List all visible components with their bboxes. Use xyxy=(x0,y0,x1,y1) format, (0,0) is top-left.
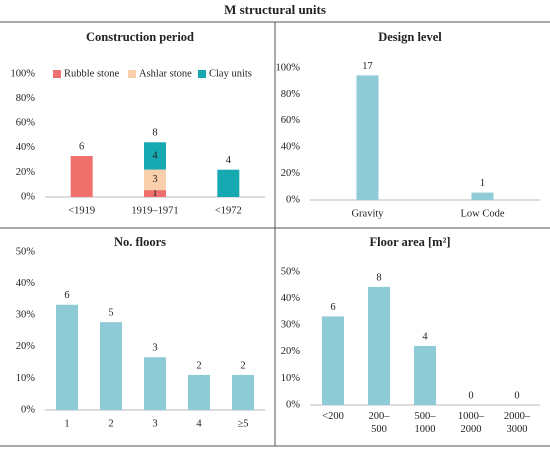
count-label: 6 xyxy=(330,302,335,313)
y-tick-label: 20% xyxy=(16,167,36,178)
x-tick-label: <1972 xyxy=(215,205,242,216)
bar xyxy=(188,374,210,410)
segment-count-label: 3 xyxy=(152,174,157,185)
legend-swatch xyxy=(198,70,206,78)
y-tick-label: 100% xyxy=(276,62,301,73)
chart-title: Construction period xyxy=(86,30,194,44)
chart-title: Floor area [m²] xyxy=(369,235,450,249)
y-tick-label: 20% xyxy=(281,168,301,179)
count-label: 8 xyxy=(376,272,381,283)
segment-count-label: 4 xyxy=(152,150,158,161)
x-tick-label: 3 xyxy=(152,418,157,429)
y-tick-label: 0% xyxy=(286,399,300,410)
x-tick-label: <1919 xyxy=(68,205,95,216)
x-tick-label: 200– 500 xyxy=(369,411,391,435)
x-tick-label: Gravity xyxy=(351,208,384,219)
segment-count-label: 1 xyxy=(152,188,157,199)
x-tick-label: 1919–1971 xyxy=(131,205,178,216)
y-tick-label: 80% xyxy=(281,89,301,100)
count-label: 0 xyxy=(468,390,473,401)
y-tick-label: 60% xyxy=(16,118,36,129)
count-label: 5 xyxy=(108,308,113,319)
count-label: 17 xyxy=(362,61,373,72)
y-tick-label: 0% xyxy=(21,404,35,415)
legend-label: Rubble stone xyxy=(64,68,119,79)
bar xyxy=(471,192,494,200)
y-tick-label: 100% xyxy=(11,68,36,79)
y-tick-label: 40% xyxy=(16,278,36,289)
bar-segment xyxy=(144,169,166,191)
x-tick-label: 2000– 3000 xyxy=(504,411,531,435)
x-tick-label: <200 xyxy=(322,411,344,422)
y-tick-label: 20% xyxy=(281,346,301,357)
count-label: 2 xyxy=(196,360,201,371)
x-tick-label-line: 1000– xyxy=(458,411,485,422)
x-tick-label-line: 2000– xyxy=(504,411,531,422)
y-tick-label: 10% xyxy=(281,373,301,384)
x-tick-label: 500– 1000 xyxy=(415,411,437,435)
x-tick-label-line: 2000 xyxy=(461,424,482,435)
legend-label: Ashlar stone xyxy=(139,68,192,79)
x-tick-label-line: 1000 xyxy=(415,424,436,435)
count-label: 8 xyxy=(152,128,157,139)
bar-segment xyxy=(144,142,166,170)
y-tick-label: 20% xyxy=(16,341,36,352)
bar xyxy=(232,374,254,410)
y-tick-label: 10% xyxy=(16,373,36,384)
y-tick-label: 50% xyxy=(281,266,301,277)
bar-segment xyxy=(217,169,240,197)
count-label: 4 xyxy=(226,155,232,166)
x-tick-label-line: 200– xyxy=(369,411,391,422)
y-tick-label: 30% xyxy=(16,310,36,321)
legend-swatch xyxy=(128,70,136,78)
legend-label: Clay units xyxy=(209,68,252,79)
count-label: 3 xyxy=(152,343,157,354)
y-tick-label: 40% xyxy=(281,293,301,304)
y-tick-label: 80% xyxy=(16,93,36,104)
bar-segment xyxy=(70,156,93,197)
y-tick-label: 0% xyxy=(286,194,300,205)
x-tick-label: 4 xyxy=(196,418,202,429)
x-tick-label-line: <200 xyxy=(322,411,344,422)
bar xyxy=(322,316,344,405)
count-label: 6 xyxy=(64,290,69,301)
legend-swatch xyxy=(53,70,61,78)
count-label: 0 xyxy=(514,390,519,401)
y-tick-label: 60% xyxy=(281,115,301,126)
x-tick-label: 2 xyxy=(108,418,113,429)
x-tick-label-line: 500– xyxy=(415,411,437,422)
x-tick-label: 1 xyxy=(64,418,69,429)
chart-title: No. floors xyxy=(114,235,166,249)
bar xyxy=(414,345,436,405)
x-tick-label-line: 3000 xyxy=(507,424,528,435)
bar xyxy=(368,286,390,405)
bar xyxy=(356,75,379,200)
x-tick-label-line: 500 xyxy=(371,424,387,435)
count-label: 4 xyxy=(422,331,428,342)
count-label: 6 xyxy=(79,141,84,152)
x-tick-label: ≥5 xyxy=(237,418,248,429)
bar xyxy=(56,304,78,410)
y-tick-label: 0% xyxy=(21,191,35,202)
count-label: 2 xyxy=(240,360,245,371)
figure-title: M structural units xyxy=(224,2,326,17)
x-tick-label: Low Code xyxy=(460,208,504,219)
count-label: 1 xyxy=(480,178,485,189)
y-tick-label: 40% xyxy=(16,142,36,153)
x-tick-label: 1000– 2000 xyxy=(458,411,485,435)
chart-title: Design level xyxy=(378,30,442,44)
bar-segment xyxy=(144,190,166,197)
bar xyxy=(100,322,122,410)
y-tick-label: 40% xyxy=(281,142,301,153)
y-tick-label: 50% xyxy=(16,246,36,257)
y-tick-label: 30% xyxy=(281,320,301,331)
bar xyxy=(144,357,166,410)
